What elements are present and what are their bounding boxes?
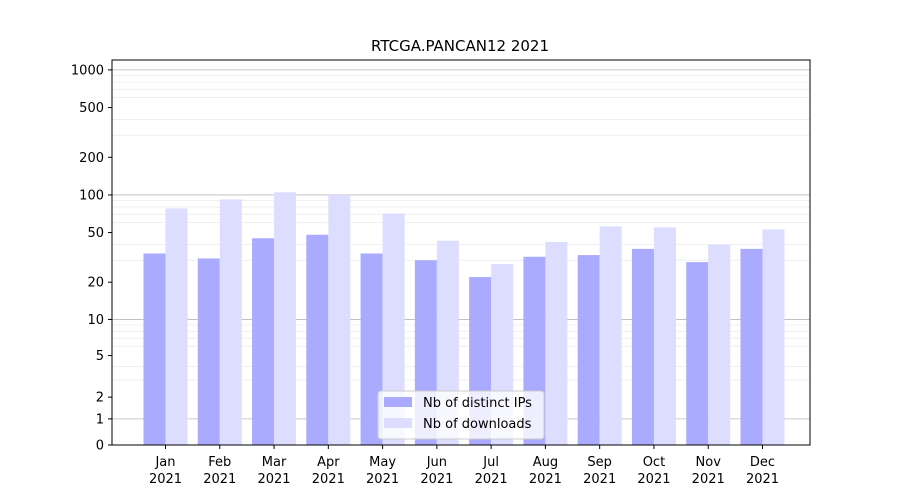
y-tick-label: 10 xyxy=(87,313,104,328)
bar-distinct-ips xyxy=(306,234,329,445)
x-axis: Jan 2021 Feb 2021 Mar 2021 Apr 2021 May 2021 Jun 20… xyxy=(149,445,779,487)
x-tick-label-month: Oct xyxy=(643,455,665,470)
x-tick-label-year: 2021 xyxy=(257,472,290,487)
bar-distinct-ips xyxy=(631,248,654,445)
bar-downloads xyxy=(599,226,622,445)
y-tick-label: 50 xyxy=(87,226,104,241)
x-tick-label-month: Jan xyxy=(154,455,175,470)
legend: Nb of distinct IPs Nb of downloads xyxy=(377,390,545,440)
bar-downloads xyxy=(328,194,351,445)
x-tick-label-month: Mar xyxy=(262,455,287,470)
bar-downloads xyxy=(165,208,188,445)
x-tick-label-year: 2021 xyxy=(529,472,562,487)
x-tick-label-month: Feb xyxy=(208,455,231,470)
y-tick-label: 1 xyxy=(96,412,104,427)
y-tick-label: 500 xyxy=(79,101,104,116)
x-tick-label-month: May xyxy=(369,455,396,470)
bars-layer xyxy=(143,192,785,445)
bar-distinct-ips xyxy=(577,255,600,445)
legend-swatch xyxy=(384,397,412,407)
chart-title: RTCGA.PANCAN12 2021 xyxy=(371,37,549,55)
plot-frame xyxy=(111,59,811,446)
x-tick-label-month: Jun xyxy=(426,455,447,470)
x-tick-label-month: Sep xyxy=(587,455,612,470)
y-tick-label: 20 xyxy=(87,276,104,291)
bar-downloads xyxy=(708,244,731,445)
x-tick-label-year: 2021 xyxy=(746,472,779,487)
y-tick-label: 5 xyxy=(96,349,104,364)
bar-distinct-ips xyxy=(740,248,763,445)
x-tick-label-year: 2021 xyxy=(149,472,182,487)
x-tick-label-month: Apr xyxy=(317,455,340,470)
bar-distinct-ips xyxy=(143,253,166,445)
x-tick-label-month: Nov xyxy=(696,455,722,470)
bar-downloads xyxy=(382,213,405,445)
bar-downloads xyxy=(219,199,242,445)
x-tick-label-month: Dec xyxy=(750,455,775,470)
bar-distinct-ips xyxy=(360,253,383,445)
bar-downloads xyxy=(653,227,676,445)
bar-downloads xyxy=(545,242,568,445)
bar-distinct-ips xyxy=(197,258,220,445)
y-tick-label: 1000 xyxy=(71,63,104,78)
x-tick-label-year: 2021 xyxy=(475,472,508,487)
legend-label: Nb of downloads xyxy=(423,417,532,432)
y-tick-label: 0 xyxy=(96,439,104,454)
x-tick-label-year: 2021 xyxy=(583,472,616,487)
legend-swatch xyxy=(384,418,412,428)
bar-downloads xyxy=(274,192,297,445)
x-tick-label-year: 2021 xyxy=(692,472,725,487)
y-tick-label: 2 xyxy=(96,391,104,406)
y-tick-label: 100 xyxy=(79,188,104,203)
legend-box xyxy=(377,390,545,440)
x-tick-label-year: 2021 xyxy=(637,472,670,487)
x-tick-label-month: Jul xyxy=(482,455,499,470)
x-tick-label-year: 2021 xyxy=(420,472,453,487)
y-tick-label: 200 xyxy=(79,151,104,166)
x-tick-label-year: 2021 xyxy=(366,472,399,487)
bar-distinct-ips xyxy=(686,262,709,445)
bar-downloads xyxy=(762,229,785,445)
bar-distinct-ips xyxy=(252,238,275,445)
y-axis: 0 1 2 5 10 20 50 100 200 500 1000 xyxy=(71,63,112,454)
legend-label: Nb of distinct IPs xyxy=(423,396,532,411)
x-tick-label-month: Aug xyxy=(533,455,558,470)
x-tick-label-year: 2021 xyxy=(312,472,345,487)
x-tick-label-year: 2021 xyxy=(203,472,236,487)
